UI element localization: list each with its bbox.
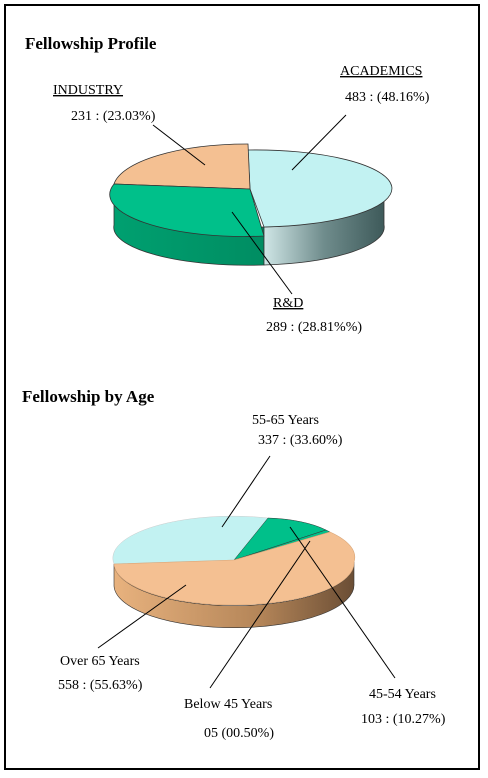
pie-slice-over-65 — [113, 531, 356, 606]
slice-value-55-65: 337 : (33.60%) — [258, 433, 343, 448]
slice-name-45-54: 45-54 Years — [369, 687, 436, 702]
leader-line-below-45 — [209, 540, 311, 689]
slice-name-over-65: Over 65 Years — [60, 654, 140, 669]
pie-slice-industry — [113, 143, 251, 190]
chart-title-age: Fellowship by Age — [22, 387, 155, 406]
slice-value-industry: 231 : (23.03%) — [71, 109, 156, 124]
pie-slice-rd — [109, 183, 265, 237]
slice-name-below-45: Below 45 Years — [184, 697, 272, 712]
pie-slice-45-54 — [233, 517, 327, 561]
leader-line-industry — [152, 124, 206, 166]
leader-line-55-65 — [221, 455, 271, 528]
slice-value-over-65: 558 : (55.63%) — [58, 678, 143, 693]
slice-value-rd: 289 : (28.81%%) — [266, 320, 362, 335]
chart-title-profile: Fellowship Profile — [25, 34, 157, 53]
leader-line-over-65 — [97, 584, 187, 649]
slice-name-rd: R&D — [273, 296, 303, 311]
slice-value-below-45: 05 (00.50%) — [204, 726, 274, 741]
slice-name-academics: ACADEMICS — [340, 64, 422, 79]
leader-line-rd — [231, 211, 293, 295]
pie-chart-profile: Fellowship Profile INDUSTRY 231 : (23.03… — [25, 34, 430, 335]
slice-name-55-65: 55-65 Years — [252, 413, 319, 428]
pie-slice-55-65 — [112, 515, 269, 565]
pie-chart-age: Fellowship by Age 55-65 Years 337 : (33.… — [22, 387, 446, 741]
pie-slice-side-over-65 — [113, 561, 355, 629]
chart-frame — [4, 4, 480, 770]
slice-name-industry: INDUSTRY — [53, 83, 123, 98]
leader-line-academics — [291, 114, 347, 171]
pie-slice-academics — [247, 149, 393, 228]
slice-value-academics: 483 : (48.16%) — [345, 90, 430, 105]
slice-value-45-54: 103 : (10.27%) — [361, 712, 446, 727]
leader-line-45-54 — [289, 526, 396, 679]
